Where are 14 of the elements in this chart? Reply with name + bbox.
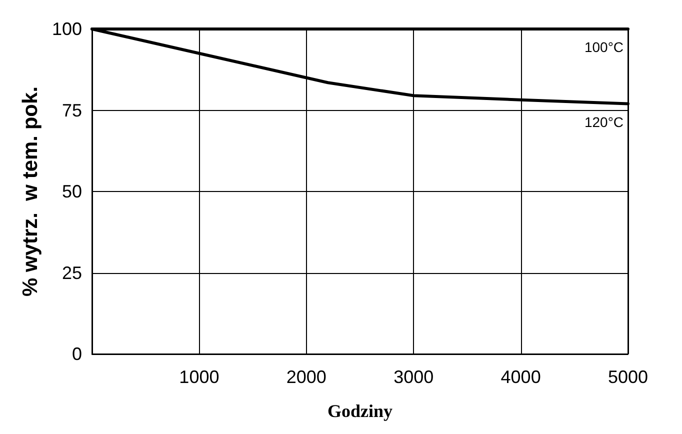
x-tick-label: 5000: [608, 367, 648, 387]
y-tick-label: 50: [62, 182, 82, 202]
series-label: 100°C: [584, 39, 624, 55]
y-tick-label: 25: [62, 262, 82, 283]
x-tick-label: 2000: [286, 367, 326, 387]
y-axis-title: % wytrz. w tem. pok.: [19, 86, 42, 297]
x-axis-title: Godziny: [327, 401, 393, 421]
x-tick-label: 1000: [179, 367, 220, 387]
x-tick-label: 3000: [394, 367, 434, 387]
series-label: 120°C: [584, 114, 624, 130]
y-tick-label: 100: [52, 19, 82, 39]
x-tick-label: 4000: [500, 367, 541, 387]
y-tick-label: 75: [62, 100, 82, 120]
y-tick-label: 0: [72, 344, 82, 364]
